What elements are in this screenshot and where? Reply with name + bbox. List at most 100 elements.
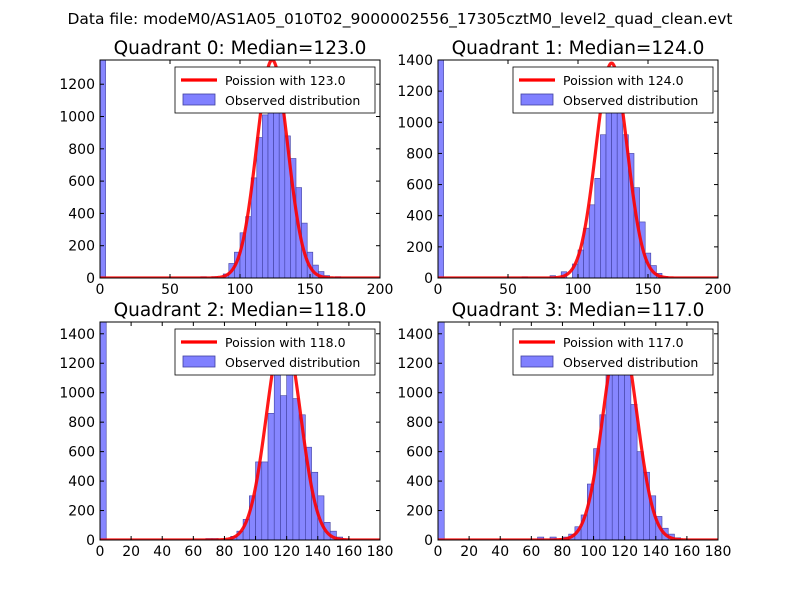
x-tick-label: 100 xyxy=(242,544,269,560)
y-tick-label: 0 xyxy=(86,533,95,549)
subplot-title: Quadrant 3: Median=117.0 xyxy=(452,300,705,321)
x-tick-label: 50 xyxy=(161,282,179,298)
histogram-bar xyxy=(594,178,601,278)
histogram-bar xyxy=(100,60,106,278)
x-tick-label: 140 xyxy=(304,544,331,560)
y-tick-label: 1200 xyxy=(397,356,433,372)
legend-observed-label: Observed distribution xyxy=(225,355,360,370)
legend: Poission with 118.0 Observed distribution xyxy=(174,328,376,376)
histogram-bar xyxy=(588,204,596,278)
y-tick-label: 1000 xyxy=(59,110,95,126)
x-tick-label: 40 xyxy=(153,544,171,560)
histogram-bar xyxy=(273,357,281,540)
histogram-bar xyxy=(630,404,638,540)
x-tick-label: 200 xyxy=(705,282,732,298)
x-tick-label: 0 xyxy=(434,282,443,298)
histogram-bar xyxy=(611,90,618,278)
y-tick-label: 200 xyxy=(406,240,433,256)
histogram-bar xyxy=(438,322,445,540)
y-tick-label: 400 xyxy=(68,206,95,222)
legend: Poission with 117.0 Observed distribution xyxy=(512,328,714,376)
y-tick-label: 600 xyxy=(406,445,433,461)
histogram-bar xyxy=(267,413,275,540)
subplot-grid: Quadrant 0: Median=123.00 50 100 150 2000200… xyxy=(59,38,731,560)
x-tick-label: 80 xyxy=(216,544,234,560)
histogram-bar xyxy=(286,362,294,540)
y-tick-label: 800 xyxy=(68,142,95,158)
x-tick-label: 160 xyxy=(336,544,363,560)
histogram-bar xyxy=(256,137,263,278)
histogram-bar xyxy=(624,374,632,540)
y-tick-label: 0 xyxy=(424,533,433,549)
histogram-bar xyxy=(636,451,644,540)
y-tick-label: 1200 xyxy=(59,77,95,93)
x-tick-label: 140 xyxy=(642,544,669,560)
x-tick-label: 180 xyxy=(705,544,732,560)
legend-observed-label: Observed distribution xyxy=(563,93,698,108)
histogram-bar xyxy=(605,106,612,278)
x-tick-label: 80 xyxy=(554,544,572,560)
y-tick-label: 400 xyxy=(68,474,95,490)
subplot-title: Quadrant 2: Median=118.0 xyxy=(114,300,367,321)
subplot-title: Quadrant 0: Median=123.0 xyxy=(114,38,367,59)
histogram-bar xyxy=(292,398,300,540)
y-tick-label: 0 xyxy=(424,271,433,287)
subplot-quadrant-3: Quadrant 3: Median=117.00 20 40 60 80 100 120 1… xyxy=(397,300,731,560)
y-tick-label: 1400 xyxy=(397,53,433,69)
x-tick-label: 200 xyxy=(367,282,394,298)
histogram-bar xyxy=(611,359,619,540)
y-tick-label: 1400 xyxy=(397,327,433,343)
x-tick-label: 120 xyxy=(611,544,638,560)
y-tick-label: 800 xyxy=(406,146,433,162)
legend-bar-swatch xyxy=(520,355,554,368)
axes-frame xyxy=(437,321,719,541)
x-tick-label: 60 xyxy=(522,544,540,560)
legend-fit-label: Poission with 118.0 xyxy=(225,335,346,350)
poisson-fit-line xyxy=(438,329,718,540)
legend-observed-label: Observed distribution xyxy=(225,93,360,108)
poisson-fit-line xyxy=(100,329,380,540)
legend-fit-label: Poission with 117.0 xyxy=(563,335,684,350)
y-tick-label: 400 xyxy=(406,209,433,225)
subplot-title: Quadrant 1: Median=124.0 xyxy=(452,38,705,59)
x-tick-label: 50 xyxy=(499,282,517,298)
legend-fit-label: Poission with 123.0 xyxy=(225,73,346,88)
histogram-bar xyxy=(438,60,444,278)
x-tick-label: 180 xyxy=(367,544,394,560)
figure-suptitle: Data file: modeM0/AS1A05_010T02_90000025… xyxy=(67,10,732,29)
legend-bar-swatch xyxy=(182,93,216,106)
x-tick-label: 60 xyxy=(184,544,202,560)
histogram-bar xyxy=(600,134,607,278)
y-tick-label: 800 xyxy=(406,415,433,431)
x-tick-label: 100 xyxy=(580,544,607,560)
subplot-quadrant-1: Quadrant 1: Median=124.0 0 50 100 150 200 0 200… xyxy=(397,38,731,298)
legend-bar-swatch xyxy=(520,93,554,106)
y-tick-label: 600 xyxy=(406,178,433,194)
axes-frame xyxy=(99,321,381,541)
subplot-quadrant-2: Quadrant 2: Median=118.00 20 40 60 80 100 120 1… xyxy=(59,300,393,560)
x-tick-label: 120 xyxy=(273,544,300,560)
x-tick-label: 40 xyxy=(491,544,509,560)
histogram-bar xyxy=(100,322,107,540)
y-tick-label: 1400 xyxy=(59,327,95,343)
y-tick-label: 1000 xyxy=(397,386,433,402)
legend-fit-label: Poission with 124.0 xyxy=(563,73,684,88)
y-tick-label: 200 xyxy=(68,504,95,520)
x-tick-label: 0 xyxy=(434,544,443,560)
x-tick-label: 160 xyxy=(674,544,701,560)
histogram-bar xyxy=(280,395,287,540)
y-tick-label: 1200 xyxy=(59,356,95,372)
y-tick-label: 1200 xyxy=(397,84,433,100)
x-tick-label: 20 xyxy=(122,544,140,560)
y-tick-label: 600 xyxy=(68,445,95,461)
legend-bar-swatch xyxy=(182,355,216,368)
y-tick-label: 600 xyxy=(68,174,95,190)
y-tick-label: 200 xyxy=(406,504,433,520)
x-tick-label: 100 xyxy=(227,282,254,298)
y-tick-label: 0 xyxy=(86,271,95,287)
y-tick-label: 400 xyxy=(406,474,433,490)
x-tick-label: 20 xyxy=(460,544,478,560)
histogram-bar xyxy=(616,98,624,278)
